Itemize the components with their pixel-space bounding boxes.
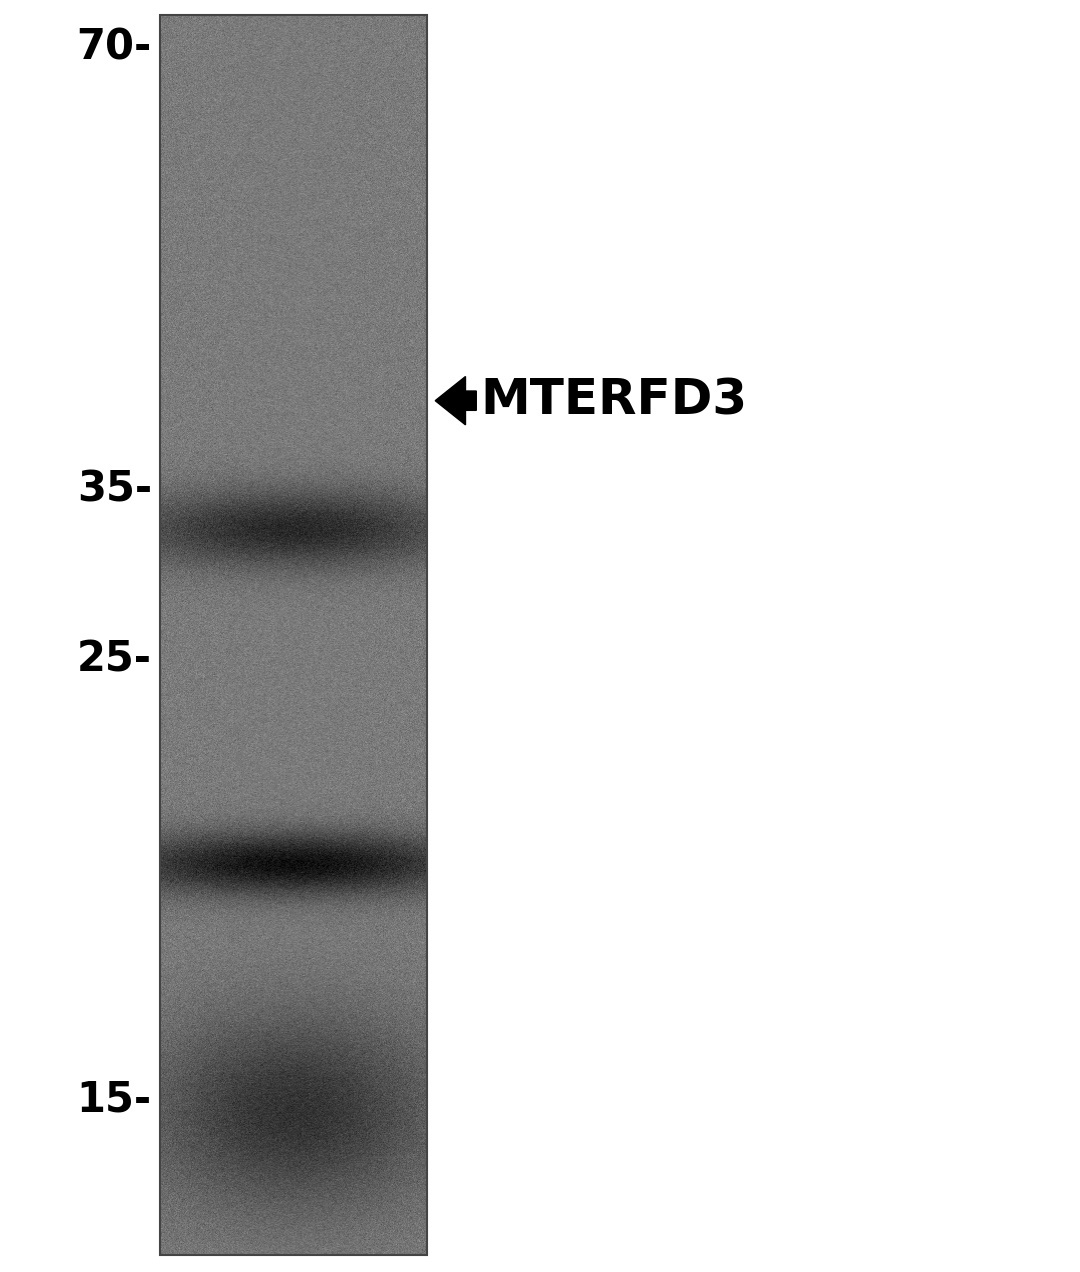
Text: MTERFD3: MTERFD3 <box>481 377 747 425</box>
FancyArrow shape <box>435 377 476 425</box>
Text: 70-: 70- <box>77 27 152 69</box>
Text: 15-: 15- <box>77 1079 152 1121</box>
Text: 25-: 25- <box>77 639 152 681</box>
Bar <box>160 15 427 1255</box>
Text: © ProSci Inc.: © ProSci Inc. <box>228 748 334 829</box>
Text: 35-: 35- <box>77 469 152 511</box>
